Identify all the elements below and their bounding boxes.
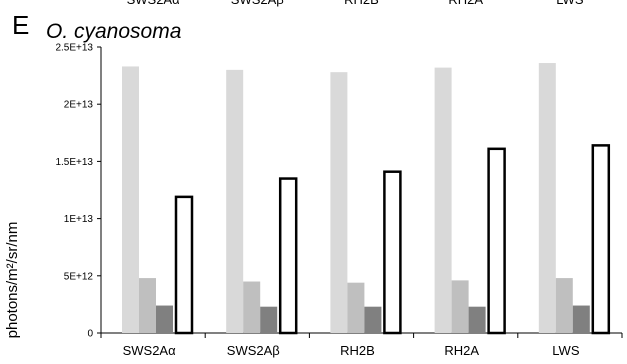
bar — [555, 278, 573, 333]
cropped-header-label: LWS — [556, 0, 584, 7]
bar — [243, 281, 261, 333]
bar — [226, 69, 244, 333]
x-tick-label: RH2A — [444, 343, 479, 358]
bar — [538, 63, 556, 334]
cropped-header-label: SWS2Aα — [127, 0, 181, 7]
bar — [572, 305, 590, 333]
bar — [347, 282, 365, 333]
chart-title: O. cyanosoma — [46, 20, 181, 43]
x-tick-label: RH2B — [340, 343, 375, 358]
bar — [434, 67, 452, 333]
bar — [468, 306, 486, 333]
y-tick-label: 1E+13 — [64, 214, 94, 225]
bar — [156, 305, 173, 333]
cropped-header-labels: SWS2Aα SWS2Aβ RH2B RH2A LWS — [127, 0, 584, 7]
bar — [383, 170, 402, 335]
y-tick-label: 0 — [87, 329, 93, 340]
x-tick-label: SWS2Aα — [123, 343, 177, 358]
category-labels: SWS2Aα SWS2Aβ RH2B RH2A LWS — [123, 343, 580, 358]
y-axis: 0 5E+12 1E+13 1.5E+13 2E+13 2.5E+13 — [55, 43, 102, 340]
y-tick-label: 1.5E+13 — [55, 157, 93, 168]
cropped-header-label: SWS2Aβ — [231, 0, 284, 7]
bar — [174, 195, 194, 335]
x-tick-label: SWS2Aβ — [227, 343, 280, 358]
bar — [330, 72, 348, 333]
y-tick-label: 2E+13 — [64, 100, 94, 111]
bars-group — [122, 63, 611, 335]
bar — [122, 66, 139, 333]
x-tick-label: LWS — [552, 343, 580, 358]
bar — [591, 144, 611, 335]
y-axis-label: photons/m²/sr/nm — [4, 222, 21, 339]
y-tick-label: 5E+12 — [64, 271, 94, 282]
bar — [139, 278, 156, 333]
bar — [260, 306, 278, 333]
y-tick-label: 2.5E+13 — [55, 43, 93, 54]
cropped-header-label: RH2B — [344, 0, 379, 7]
bar — [451, 280, 469, 333]
bar — [278, 177, 298, 335]
bar — [364, 306, 382, 333]
cropped-header-label: RH2A — [448, 0, 483, 7]
panel-letter: E — [12, 10, 29, 40]
bar — [487, 147, 506, 335]
